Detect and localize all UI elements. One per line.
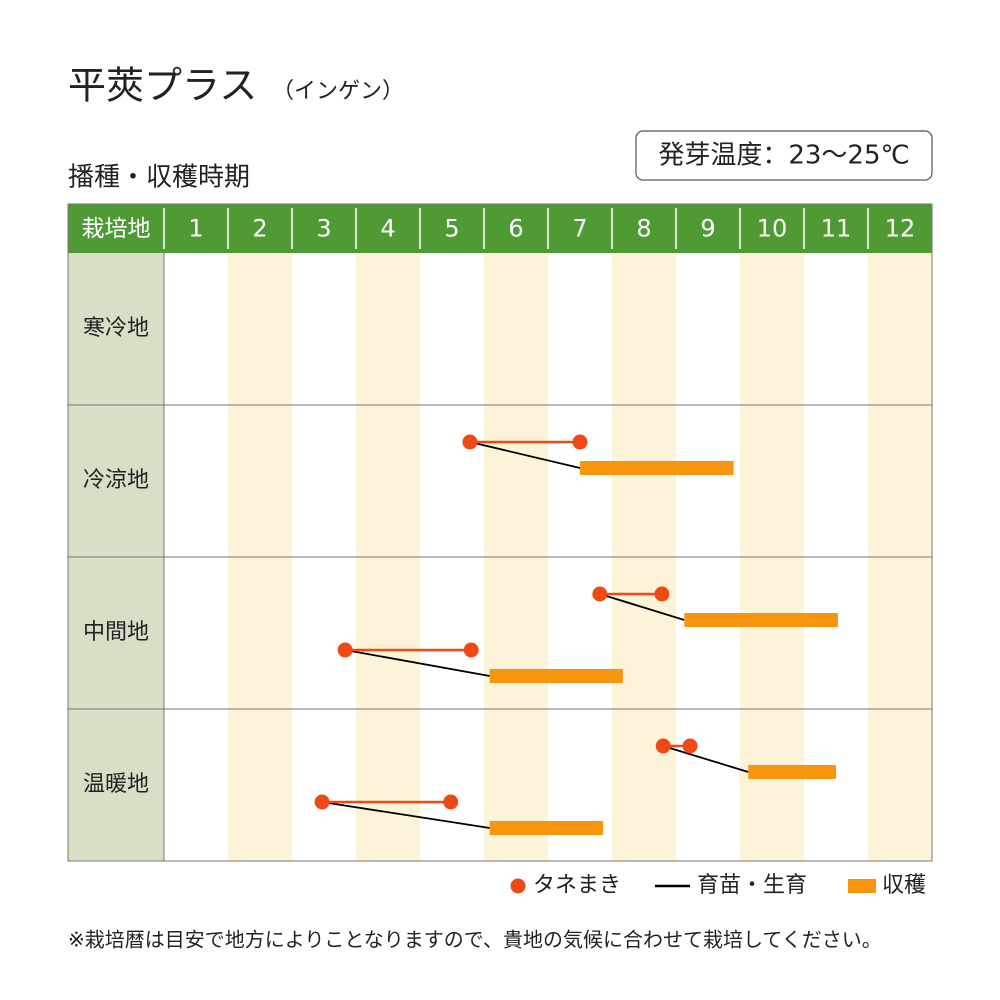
month-label: 6 bbox=[508, 215, 523, 243]
sowing-dot bbox=[572, 434, 588, 450]
note-box bbox=[635, 130, 933, 181]
sowing-dot bbox=[654, 586, 670, 602]
growing-line bbox=[599, 593, 685, 621]
growing-line bbox=[321, 801, 490, 829]
table-border bbox=[67, 203, 933, 862]
sowing-dot bbox=[592, 586, 608, 602]
month-label: 3 bbox=[316, 215, 331, 243]
section-title: 播種・収穫時期 bbox=[68, 163, 250, 193]
row-header: 栽培地 bbox=[82, 216, 151, 242]
legend-label: タネまき bbox=[533, 873, 621, 898]
growing-line bbox=[344, 649, 490, 677]
sowing-dot bbox=[443, 794, 459, 810]
month-label: 2 bbox=[252, 215, 267, 243]
chart-title: 平莢プラス bbox=[68, 64, 257, 108]
row-label: 温暖地 bbox=[83, 772, 149, 797]
header-row bbox=[68, 204, 932, 253]
month-label: 5 bbox=[444, 215, 459, 243]
growing-line bbox=[469, 441, 581, 469]
month-label: 10 bbox=[757, 215, 788, 243]
harvest-bar bbox=[684, 613, 838, 627]
legend-bar bbox=[848, 879, 876, 893]
month-label: 8 bbox=[636, 215, 651, 243]
row-label: 冷涼地 bbox=[83, 468, 149, 493]
growing-line bbox=[662, 745, 749, 773]
harvest-bar bbox=[580, 461, 734, 475]
month-label: 9 bbox=[700, 215, 715, 243]
harvest-bar bbox=[489, 821, 604, 835]
legend-dot bbox=[510, 878, 526, 894]
month-label: 11 bbox=[821, 215, 852, 243]
footnote: ※栽培暦は目安で地方によりことなりますので、貴地の気候に合わせて栽培してください… bbox=[68, 928, 882, 952]
month-label: 12 bbox=[885, 215, 916, 243]
row-label: 中間地 bbox=[83, 620, 149, 645]
harvest-bar bbox=[489, 669, 623, 683]
sowing-dot bbox=[463, 642, 479, 658]
row-label: 寒冷地 bbox=[83, 316, 149, 341]
month-label: 4 bbox=[380, 215, 395, 243]
sowing-dot bbox=[655, 738, 671, 754]
sowing-dot bbox=[462, 434, 478, 450]
month-label: 7 bbox=[572, 215, 587, 243]
note: 発芽温度：23〜25℃ bbox=[658, 141, 909, 171]
sowing-dot bbox=[682, 738, 698, 754]
sowing-dot bbox=[314, 794, 330, 810]
legend-label: 育苗・生育 bbox=[697, 873, 807, 898]
subtitle: （インゲン） bbox=[272, 79, 404, 104]
harvest-bar bbox=[748, 765, 836, 779]
sowing-dot bbox=[337, 642, 353, 658]
month-label: 1 bbox=[188, 215, 203, 243]
legend-label: 収穫 bbox=[882, 873, 926, 898]
